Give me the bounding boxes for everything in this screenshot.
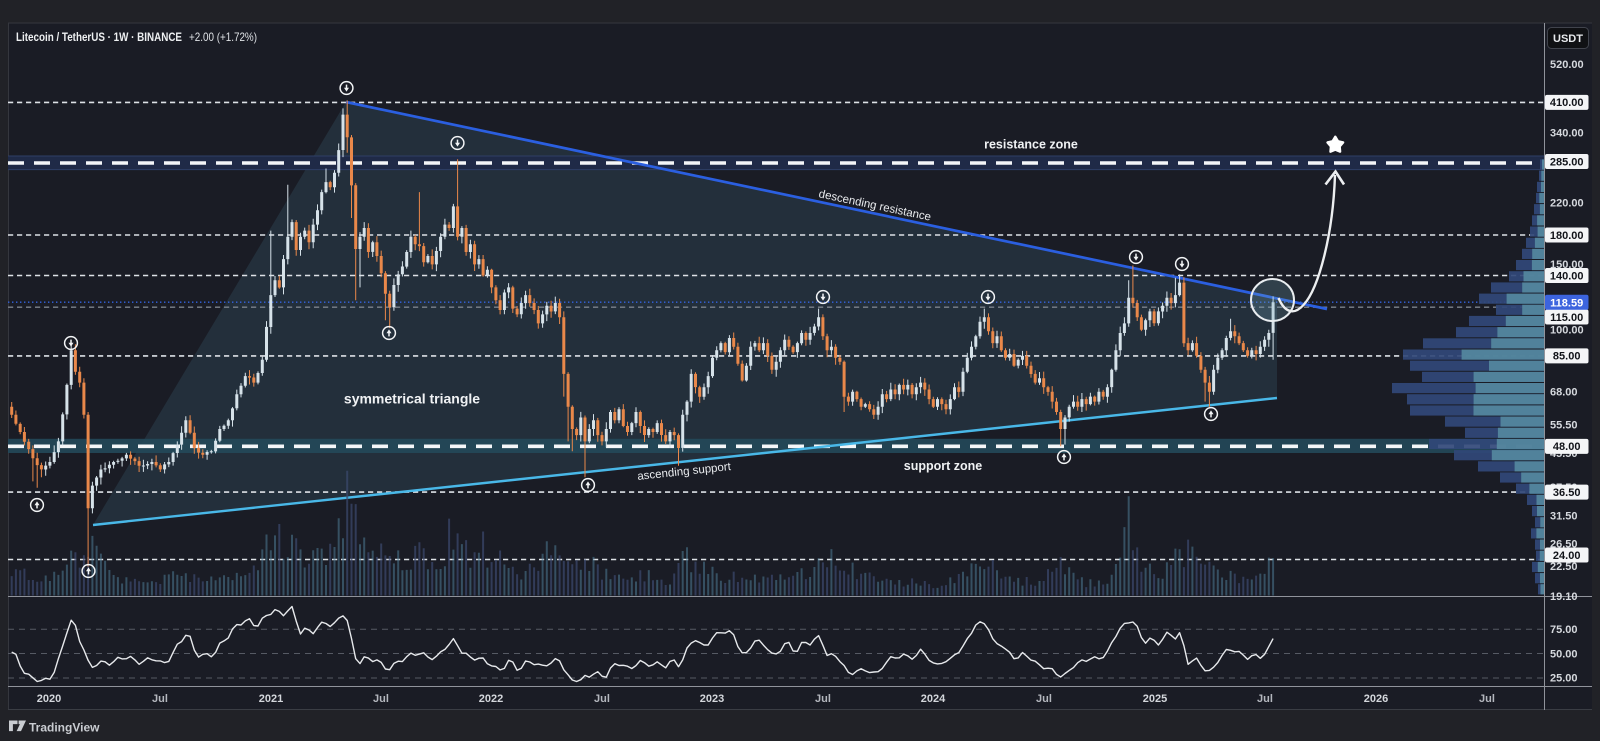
svg-text:180.00: 180.00 xyxy=(1550,230,1584,242)
svg-text:Litecoin / TetherUS · 1W · BIN: Litecoin / TetherUS · 1W · BINANCE xyxy=(16,30,182,44)
svg-text:520.00: 520.00 xyxy=(1550,59,1584,71)
svg-text:115.00: 115.00 xyxy=(1550,312,1583,324)
svg-text:2024: 2024 xyxy=(921,693,946,705)
svg-text:USDT: USDT xyxy=(1553,33,1583,45)
svg-text:25.00: 25.00 xyxy=(1550,673,1578,685)
svg-text:2021: 2021 xyxy=(259,693,283,705)
svg-text:31.50: 31.50 xyxy=(1550,511,1578,523)
svg-text:50.00: 50.00 xyxy=(1550,648,1578,660)
svg-text:resistance zone: resistance zone xyxy=(984,138,1078,152)
svg-text:Jul: Jul xyxy=(594,693,610,705)
svg-text:Jul: Jul xyxy=(815,693,831,705)
svg-text:48.00: 48.00 xyxy=(1553,441,1581,453)
svg-text:22.50: 22.50 xyxy=(1550,561,1578,573)
svg-text:85.00: 85.00 xyxy=(1553,351,1581,363)
svg-text:2020: 2020 xyxy=(37,693,61,705)
svg-text:support zone: support zone xyxy=(904,459,983,473)
svg-text:118.59: 118.59 xyxy=(1550,297,1583,309)
svg-text:220.00: 220.00 xyxy=(1550,198,1584,210)
svg-text:Jul: Jul xyxy=(373,693,389,705)
svg-text:2023: 2023 xyxy=(700,693,724,705)
svg-text:140.00: 140.00 xyxy=(1550,270,1584,282)
svg-text:2026: 2026 xyxy=(1364,693,1388,705)
svg-text:19.10: 19.10 xyxy=(1550,591,1578,603)
svg-text:100.00: 100.00 xyxy=(1550,325,1584,337)
svg-text:285.00: 285.00 xyxy=(1550,156,1584,168)
svg-text:Jul: Jul xyxy=(1257,693,1273,705)
svg-text:2022: 2022 xyxy=(479,693,503,705)
svg-text:24.00: 24.00 xyxy=(1553,550,1581,562)
svg-text:68.00: 68.00 xyxy=(1550,387,1578,399)
svg-text:340.00: 340.00 xyxy=(1550,127,1584,139)
svg-text:55.50: 55.50 xyxy=(1550,419,1578,431)
svg-text:2025: 2025 xyxy=(1143,693,1167,705)
svg-text:75.00: 75.00 xyxy=(1550,624,1578,636)
svg-text:+2.00 (+1.72%): +2.00 (+1.72%) xyxy=(189,30,257,44)
svg-text:Jul: Jul xyxy=(152,693,168,705)
svg-text:TradingView: TradingView xyxy=(29,721,100,735)
svg-text:symmetrical triangle: symmetrical triangle xyxy=(344,391,480,407)
svg-text:Jul: Jul xyxy=(1479,693,1495,705)
svg-text:36.50: 36.50 xyxy=(1553,487,1581,499)
svg-text:410.00: 410.00 xyxy=(1550,97,1584,109)
svg-text:Jul: Jul xyxy=(1036,693,1052,705)
